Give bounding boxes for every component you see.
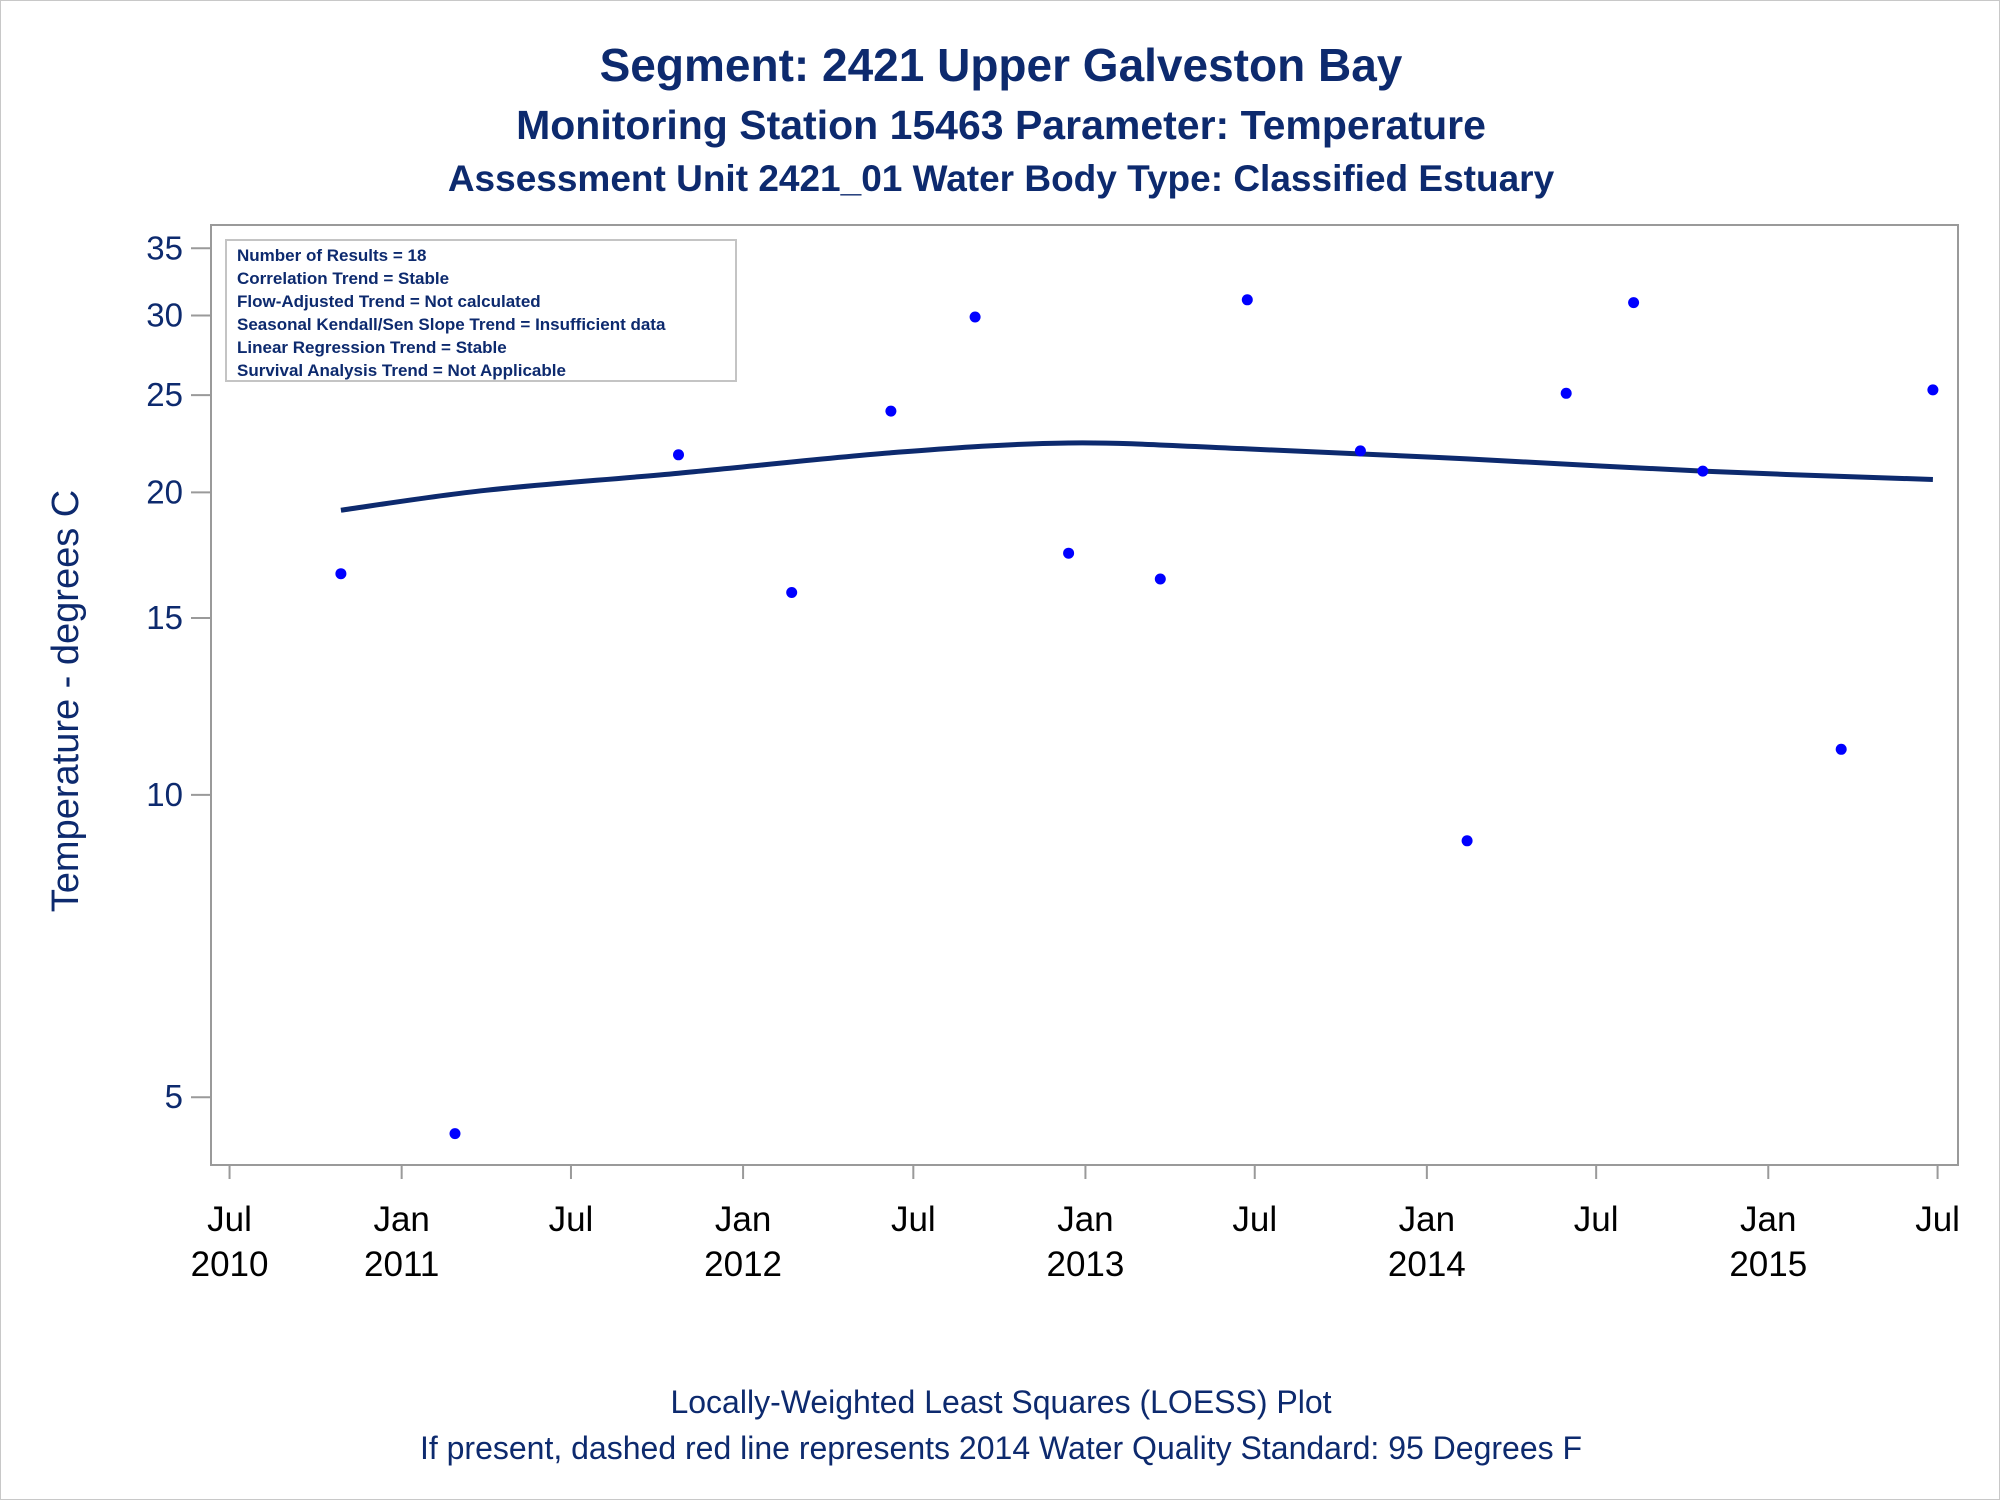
data-point bbox=[1461, 835, 1473, 847]
y-axis: 5 10 15 20 25 30 35 bbox=[146, 229, 211, 1115]
x-tick-label: Jul bbox=[1574, 1200, 1619, 1239]
loess-line bbox=[340, 440, 1933, 513]
data-point bbox=[1354, 445, 1366, 457]
stat-number-of-results: Number of Results = 18 bbox=[237, 246, 426, 265]
loess-layer bbox=[340, 440, 1933, 513]
data-point bbox=[969, 311, 981, 323]
x-tick-label: Jul bbox=[1232, 1200, 1277, 1239]
data-point bbox=[885, 405, 897, 417]
x-tick-label: Jan bbox=[1740, 1200, 1796, 1239]
y-tick-label: 10 bbox=[146, 776, 183, 813]
x-tick-label: Jan bbox=[373, 1200, 429, 1239]
footnote-loess: Locally-Weighted Least Squares (LOESS) P… bbox=[670, 1384, 1331, 1420]
stat-flow-adjusted-trend: Flow-Adjusted Trend = Not calculated bbox=[237, 292, 541, 311]
x-tick-label: Jan bbox=[715, 1200, 771, 1239]
x-tick-year-label: 2012 bbox=[704, 1245, 782, 1284]
stat-seasonal-kendall-trend: Seasonal Kendall/Sen Slope Trend = Insuf… bbox=[237, 315, 666, 334]
stat-correlation-trend: Correlation Trend = Stable bbox=[237, 269, 449, 288]
data-point bbox=[1628, 297, 1640, 309]
y-tick-label: 30 bbox=[146, 297, 183, 334]
footnote-standard: If present, dashed red line represents 2… bbox=[420, 1430, 1582, 1466]
x-tick-year-label: 2010 bbox=[191, 1245, 269, 1284]
x-tick-label: Jul bbox=[1915, 1200, 1960, 1239]
y-axis-label: Temperature - degrees C bbox=[45, 490, 87, 912]
data-point bbox=[1835, 743, 1847, 755]
data-point bbox=[1063, 547, 1075, 559]
points-layer bbox=[335, 250, 1939, 1140]
x-tick-label: Jan bbox=[1057, 1200, 1113, 1239]
stats-box bbox=[225, 239, 737, 382]
x-tick-label: Jul bbox=[207, 1200, 252, 1239]
x-tick-year-label: 2011 bbox=[364, 1245, 439, 1284]
data-point bbox=[673, 449, 684, 461]
x-tick-label: Jul bbox=[891, 1200, 936, 1239]
chart-subtitle-2: Assessment Unit 2421_01 Water Body Type:… bbox=[448, 158, 1555, 199]
y-tick-label: 35 bbox=[146, 229, 183, 266]
chart-title: Segment: 2421 Upper Galveston Bay bbox=[600, 39, 1403, 91]
data-point bbox=[1154, 573, 1166, 585]
stat-survival-analysis-trend: Survival Analysis Trend = Not Applicable bbox=[237, 361, 566, 380]
data-point bbox=[1927, 384, 1939, 396]
data-point bbox=[335, 568, 347, 580]
data-point bbox=[1697, 465, 1709, 477]
x-tick-year-label: 2013 bbox=[1046, 1245, 1124, 1284]
x-tick-label: Jul bbox=[549, 1200, 594, 1239]
data-point bbox=[1241, 294, 1253, 306]
x-tick-year-label: 2015 bbox=[1729, 1245, 1807, 1284]
stats-legend: Number of Results = 18 Correlation Trend… bbox=[225, 239, 737, 382]
data-point bbox=[449, 1128, 461, 1140]
stat-linear-regression-trend: Linear Regression Trend = Stable bbox=[237, 338, 507, 357]
y-tick-label: 25 bbox=[146, 376, 183, 413]
x-tick-label: Jan bbox=[1399, 1200, 1455, 1239]
data-point bbox=[1560, 387, 1572, 399]
x-tick-year-label: 2014 bbox=[1388, 1245, 1466, 1284]
x-axis: Jul 2010 Jan 2011 Jul Jan 2012 Jul Jan 2013 Jul Jan… bbox=[191, 1165, 1960, 1284]
data-point bbox=[786, 587, 798, 598]
y-tick-label: 20 bbox=[146, 473, 183, 510]
chart-subtitle: Monitoring Station 15463 Parameter: Temp… bbox=[516, 102, 1486, 148]
y-tick-label: 5 bbox=[165, 1078, 183, 1115]
y-tick-label: 15 bbox=[146, 599, 183, 636]
